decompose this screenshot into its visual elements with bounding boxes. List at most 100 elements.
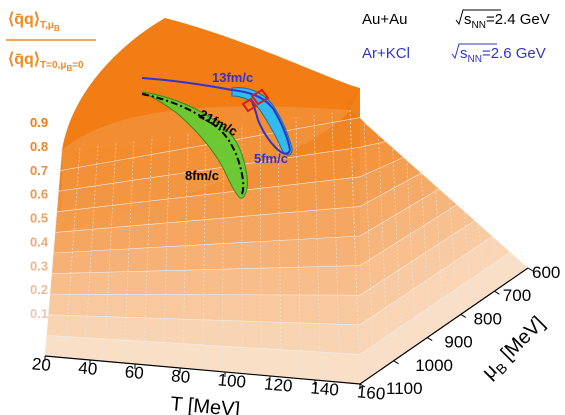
surface-band-right xyxy=(360,173,439,236)
surface-contour xyxy=(46,251,511,355)
z-tick-label: 0.3 xyxy=(30,258,48,273)
surface-grid-line xyxy=(448,191,459,317)
legend-auau-sqrt xyxy=(455,9,501,26)
x-tick-label: 140 xyxy=(310,378,340,399)
series-arkcl-trajectory xyxy=(141,77,293,156)
z-axis-ticks: 0.9 0.8 0.7 0.6 0.5 0.4 0.3 0.2 0.1 xyxy=(30,115,49,321)
x-tick-label: 80 xyxy=(170,366,191,387)
surface-band-left xyxy=(55,176,360,233)
auau-trajectory-line xyxy=(141,93,245,197)
annotation-5fmc: 5fm/c xyxy=(254,151,288,166)
z-tick-label: 0.1 xyxy=(30,306,48,321)
surface-grid-line xyxy=(313,114,321,381)
x-tick-label: 120 xyxy=(263,374,293,395)
z-label-denominator: ⟨q̄q⟩T=0,μB=0 xyxy=(8,51,84,73)
x-axis-label: T [MeV] xyxy=(170,393,241,415)
surface-grid-line xyxy=(392,144,403,356)
surface-grid-line xyxy=(519,249,529,269)
surface-grid-line xyxy=(44,149,63,357)
surface-band-right xyxy=(360,117,386,148)
surface-band-left xyxy=(46,314,360,355)
surface-grid-line xyxy=(103,142,117,362)
y-tick-mark xyxy=(426,337,433,342)
z-tick-label: 0.2 xyxy=(30,282,48,297)
z-tick-label: 0.6 xyxy=(30,187,48,202)
surface-band-right xyxy=(360,220,493,325)
z-label-numerator: ⟨q̄q⟩T,μB xyxy=(8,11,60,33)
surface-grid-line xyxy=(406,156,417,346)
z-tick-label: 0.9 xyxy=(30,115,48,130)
surface-contour xyxy=(56,157,404,213)
y-tick-mark xyxy=(527,267,534,272)
surface-grid-line xyxy=(463,203,473,307)
x-axis-line xyxy=(44,355,361,385)
series-auau-trajectory xyxy=(141,91,248,199)
surface-band-right xyxy=(360,189,457,266)
legend-arkcl-sqrt xyxy=(451,43,497,60)
surface-grid-line xyxy=(331,112,341,383)
x-tick-label: 100 xyxy=(217,370,247,391)
surface-contour xyxy=(55,172,422,233)
surface-band-right xyxy=(360,236,511,355)
y-tick-label: 1100 xyxy=(386,379,423,398)
surface-grid-line xyxy=(143,137,153,365)
surface-band-right xyxy=(360,204,475,296)
surface-contour xyxy=(58,141,386,192)
surface-band-left xyxy=(50,265,360,296)
surface-grid-line xyxy=(349,109,361,385)
y-tick-mark xyxy=(393,360,399,365)
arkcl-marker-13fmc xyxy=(250,88,270,106)
x-tick-label: 40 xyxy=(78,358,99,379)
surface-contour xyxy=(51,204,457,274)
y-tick-mark xyxy=(494,290,500,295)
legend-entry-arkcl: Ar+KCl xyxy=(362,45,410,62)
x-tick-label: 20 xyxy=(31,354,52,375)
z-axis-label: ⟨q̄q⟩T,μB ⟨q̄q⟩T=0,μB=0 xyxy=(6,11,96,73)
surface-contour xyxy=(53,188,440,254)
surface-grid-line xyxy=(64,147,81,358)
legend: Au+Au sNN=2.4 GeV Ar+KCl sNN=2.6 GeV xyxy=(362,9,550,65)
y-tick-label: 900 xyxy=(444,333,472,352)
y-axis-line xyxy=(359,267,529,385)
z-tick-label: 0.8 xyxy=(30,139,48,154)
surface-grid-line xyxy=(221,127,225,372)
legend-entry-auau-rest: sNN=2.4 GeV xyxy=(464,11,550,31)
surface-contour xyxy=(50,220,475,296)
surface-grid-line xyxy=(162,134,171,367)
z-tick-label: 0.7 xyxy=(30,163,48,178)
y-tick-label: 600 xyxy=(532,263,560,282)
surface-band-right xyxy=(360,252,528,384)
x-tick-label: 60 xyxy=(124,362,145,383)
surface-band-right xyxy=(350,88,368,126)
surface-grid-line xyxy=(378,133,389,365)
surface-band-left xyxy=(51,236,361,274)
surface-grid-line xyxy=(434,179,445,327)
z-tick-label: 0.5 xyxy=(30,211,48,226)
axes-frame xyxy=(44,267,529,385)
y-tick-label: 800 xyxy=(474,309,502,328)
y-tick-label: 1000 xyxy=(415,356,453,375)
y-tick-label: 700 xyxy=(503,286,531,305)
surface-grid-line xyxy=(477,214,487,298)
surface-grid-line xyxy=(277,119,282,378)
y-tick-mark xyxy=(359,383,366,388)
x-tick-label: 160 xyxy=(356,382,386,403)
legend-entry-auau: Au+Au xyxy=(362,11,407,28)
surface-plot xyxy=(44,18,529,385)
surface-contour xyxy=(60,117,369,171)
surface-band-left xyxy=(53,206,360,253)
surface-contour xyxy=(48,236,493,326)
surface-grid-line xyxy=(505,238,515,278)
arkcl-trajectory-line xyxy=(141,77,292,155)
legend-entry-arkcl-rest: sNN=2.6 GeV xyxy=(460,45,546,65)
surface-grid-line xyxy=(182,132,189,369)
arkcl-marker xyxy=(241,97,258,113)
z-tick-label: 0.4 xyxy=(30,234,49,249)
surface-band-right xyxy=(360,157,422,207)
annotation-8fmc: 8fm/c xyxy=(185,168,219,183)
x-axis-ticks: 20 40 60 80 100 120 140 160 xyxy=(31,354,386,403)
y-tick-mark xyxy=(460,313,467,318)
